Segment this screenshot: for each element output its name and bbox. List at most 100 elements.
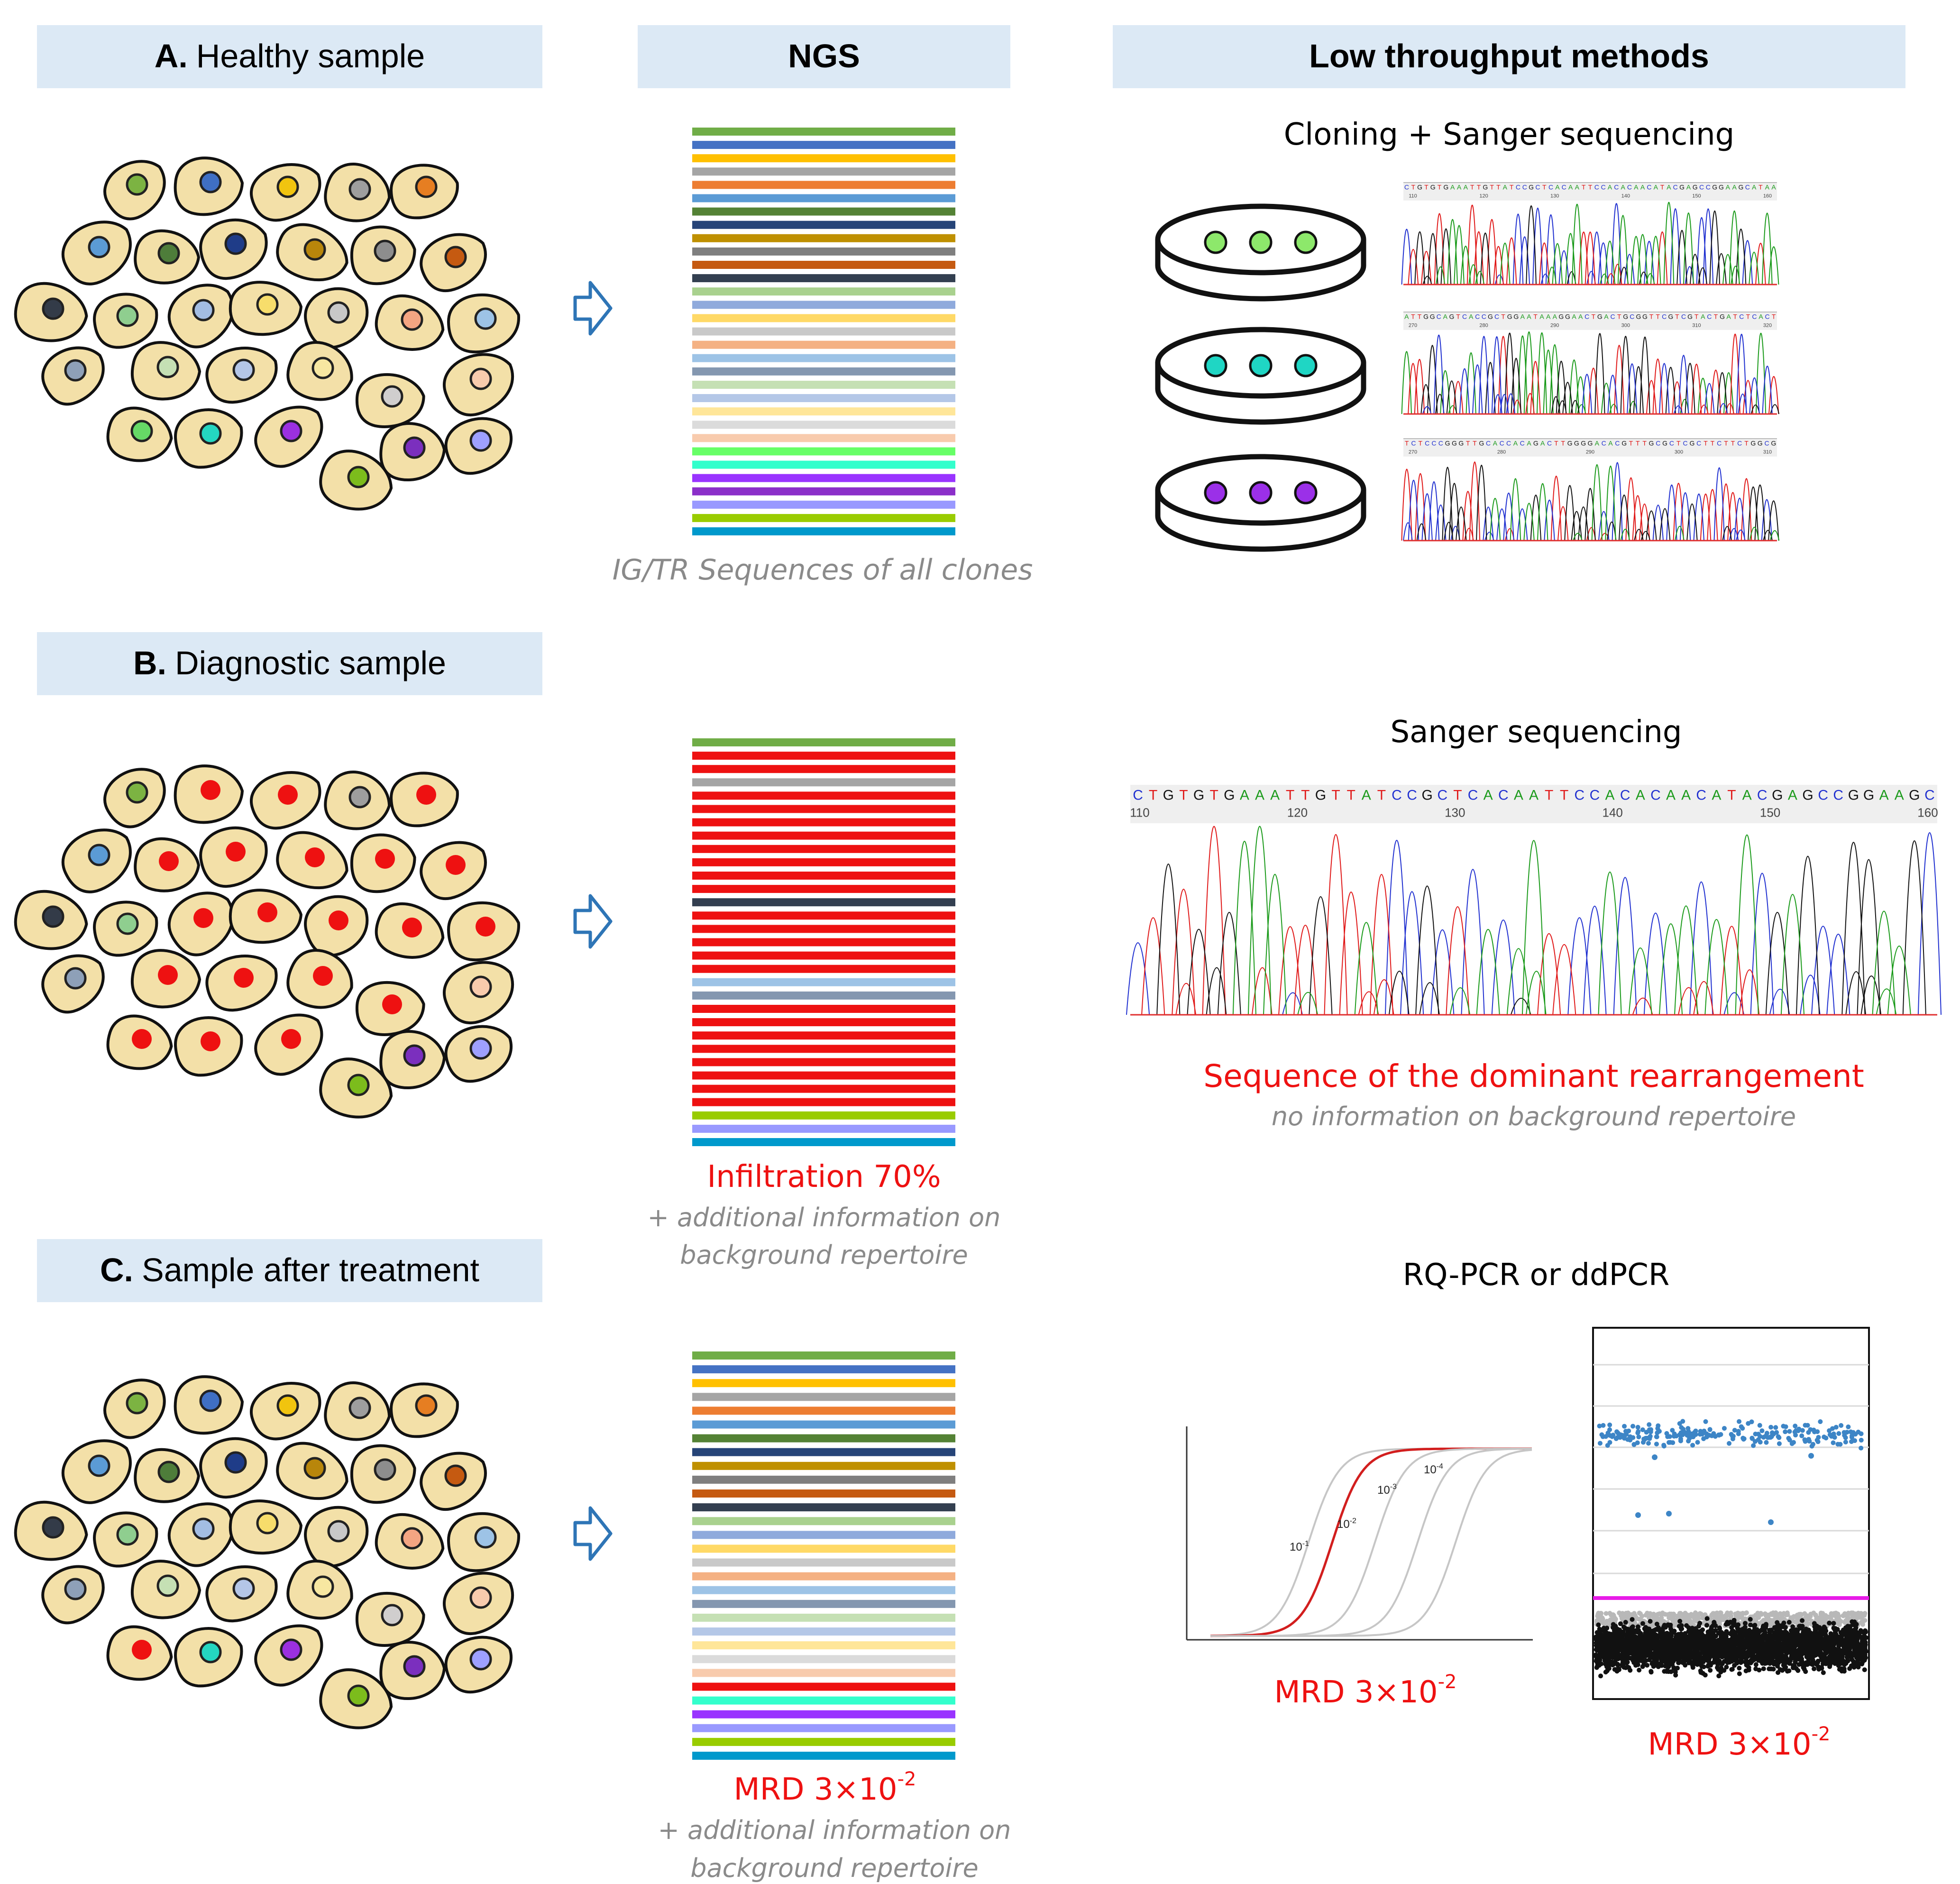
cell bbox=[444, 1025, 513, 1083]
base-call: A bbox=[1540, 440, 1545, 447]
cell-nucleus bbox=[474, 1526, 497, 1549]
cell bbox=[420, 1452, 487, 1511]
base-call: T bbox=[1660, 184, 1665, 191]
base-call: G bbox=[1445, 440, 1450, 447]
base-call: A bbox=[1605, 788, 1615, 803]
cell bbox=[443, 961, 514, 1025]
base-call: T bbox=[1733, 313, 1737, 321]
cell bbox=[106, 1014, 173, 1070]
cell-nucleus bbox=[88, 1454, 110, 1477]
positive-droplets bbox=[1597, 1419, 1864, 1451]
ngs-sequence-read bbox=[692, 340, 955, 349]
base-call: A bbox=[1654, 184, 1658, 191]
ngs-sequence-read bbox=[692, 1599, 955, 1608]
base-call: A bbox=[1240, 788, 1249, 803]
no-background-info: no information on background repertoire bbox=[1272, 1102, 1796, 1131]
base-call: T bbox=[1560, 788, 1568, 803]
cell-nucleus bbox=[126, 173, 148, 196]
base-call: A bbox=[1527, 440, 1531, 447]
position-number: 130 bbox=[1550, 193, 1559, 199]
bacterial-colony bbox=[1249, 354, 1273, 377]
base-call: A bbox=[1578, 313, 1583, 321]
cell bbox=[324, 1381, 391, 1441]
base-call: G bbox=[1750, 440, 1756, 447]
ngs-sequence-read bbox=[692, 872, 955, 880]
cell bbox=[350, 833, 416, 893]
ngs-sequence-read bbox=[692, 1365, 955, 1374]
ngs-sequence-read bbox=[692, 407, 955, 416]
cell bbox=[324, 771, 391, 830]
cell bbox=[420, 841, 487, 901]
cell bbox=[443, 1572, 514, 1636]
cell bbox=[103, 160, 166, 221]
cell bbox=[130, 1560, 201, 1619]
arrow-right-icon bbox=[573, 1506, 613, 1561]
cell bbox=[41, 346, 105, 406]
ngs-mrd-exponent: -2 bbox=[898, 1768, 916, 1790]
base-call: A bbox=[1701, 313, 1705, 321]
cell-nucleus bbox=[327, 301, 350, 324]
ddpcr-mrd-main: MRD 3×10 bbox=[1648, 1727, 1812, 1762]
ngs-sequence-read bbox=[692, 1682, 955, 1691]
position-number: 280 bbox=[1479, 323, 1488, 329]
base-call: G bbox=[1689, 440, 1694, 447]
base-call: A bbox=[1484, 788, 1493, 803]
base-call: A bbox=[1529, 788, 1539, 803]
base-call: C bbox=[1468, 788, 1478, 803]
cell bbox=[167, 1502, 234, 1567]
cell-nucleus bbox=[276, 175, 299, 198]
pcr-mrd-label: MRD 3×10-2 bbox=[1274, 1671, 1457, 1710]
base-call: A bbox=[1514, 788, 1523, 803]
ddpcr-mrd-label: MRD 3×10-2 bbox=[1648, 1723, 1831, 1762]
base-call: T bbox=[1477, 184, 1481, 191]
base-call: C bbox=[1486, 440, 1491, 447]
base-call: A bbox=[1732, 184, 1737, 191]
cell bbox=[61, 1439, 132, 1504]
cell-nucleus bbox=[469, 1586, 492, 1609]
cell-nucleus bbox=[329, 910, 348, 930]
ngs-sequence-read bbox=[692, 234, 955, 242]
cell bbox=[350, 1444, 416, 1504]
base-call: A bbox=[1879, 788, 1889, 803]
trace-C bbox=[1401, 203, 1753, 285]
ngs-infiltration-label: Infiltration 70% bbox=[707, 1159, 941, 1195]
cell-nucleus bbox=[88, 844, 110, 866]
cell-nucleus bbox=[159, 851, 179, 871]
cell-nucleus bbox=[157, 1461, 180, 1483]
base-call: G bbox=[1430, 184, 1436, 191]
base-call: C bbox=[1425, 440, 1429, 447]
base-call: T bbox=[1301, 788, 1310, 803]
header-ngs-text: NGS bbox=[788, 37, 860, 74]
trace-A bbox=[1232, 826, 1911, 1015]
position-number: 320 bbox=[1763, 323, 1772, 329]
ngs-sequence-read bbox=[692, 1124, 955, 1133]
ddpcr-mrd-exponent: -2 bbox=[1812, 1723, 1831, 1745]
cell bbox=[350, 225, 416, 285]
cell bbox=[205, 955, 278, 1012]
trace-G bbox=[1420, 332, 1780, 414]
base-call: G bbox=[1417, 184, 1422, 191]
base-call: T bbox=[1629, 440, 1633, 447]
base-call: T bbox=[1405, 440, 1409, 447]
arrow-right-icon bbox=[573, 281, 613, 336]
base-call: T bbox=[1419, 440, 1423, 447]
base-call: A bbox=[1270, 788, 1280, 803]
cell bbox=[319, 1057, 393, 1119]
cell bbox=[134, 837, 201, 892]
positive-droplet bbox=[1768, 1519, 1774, 1525]
ngs-sequence-read bbox=[692, 1448, 955, 1456]
ngs-sequence-read bbox=[692, 1434, 955, 1443]
base-call: C bbox=[1516, 184, 1520, 191]
cell-nucleus bbox=[116, 1523, 139, 1546]
cell bbox=[14, 1500, 88, 1561]
base-call: C bbox=[1669, 440, 1674, 447]
base-call: A bbox=[1608, 184, 1612, 191]
ngs-sequence-read bbox=[692, 1018, 955, 1027]
cell bbox=[174, 1627, 243, 1688]
base-call: T bbox=[1411, 184, 1415, 191]
cell-nucleus bbox=[348, 178, 371, 201]
base-call: C bbox=[1431, 440, 1436, 447]
cell bbox=[379, 422, 446, 481]
dilution-label: 10-2 bbox=[1337, 1517, 1356, 1531]
cell bbox=[174, 1016, 243, 1077]
